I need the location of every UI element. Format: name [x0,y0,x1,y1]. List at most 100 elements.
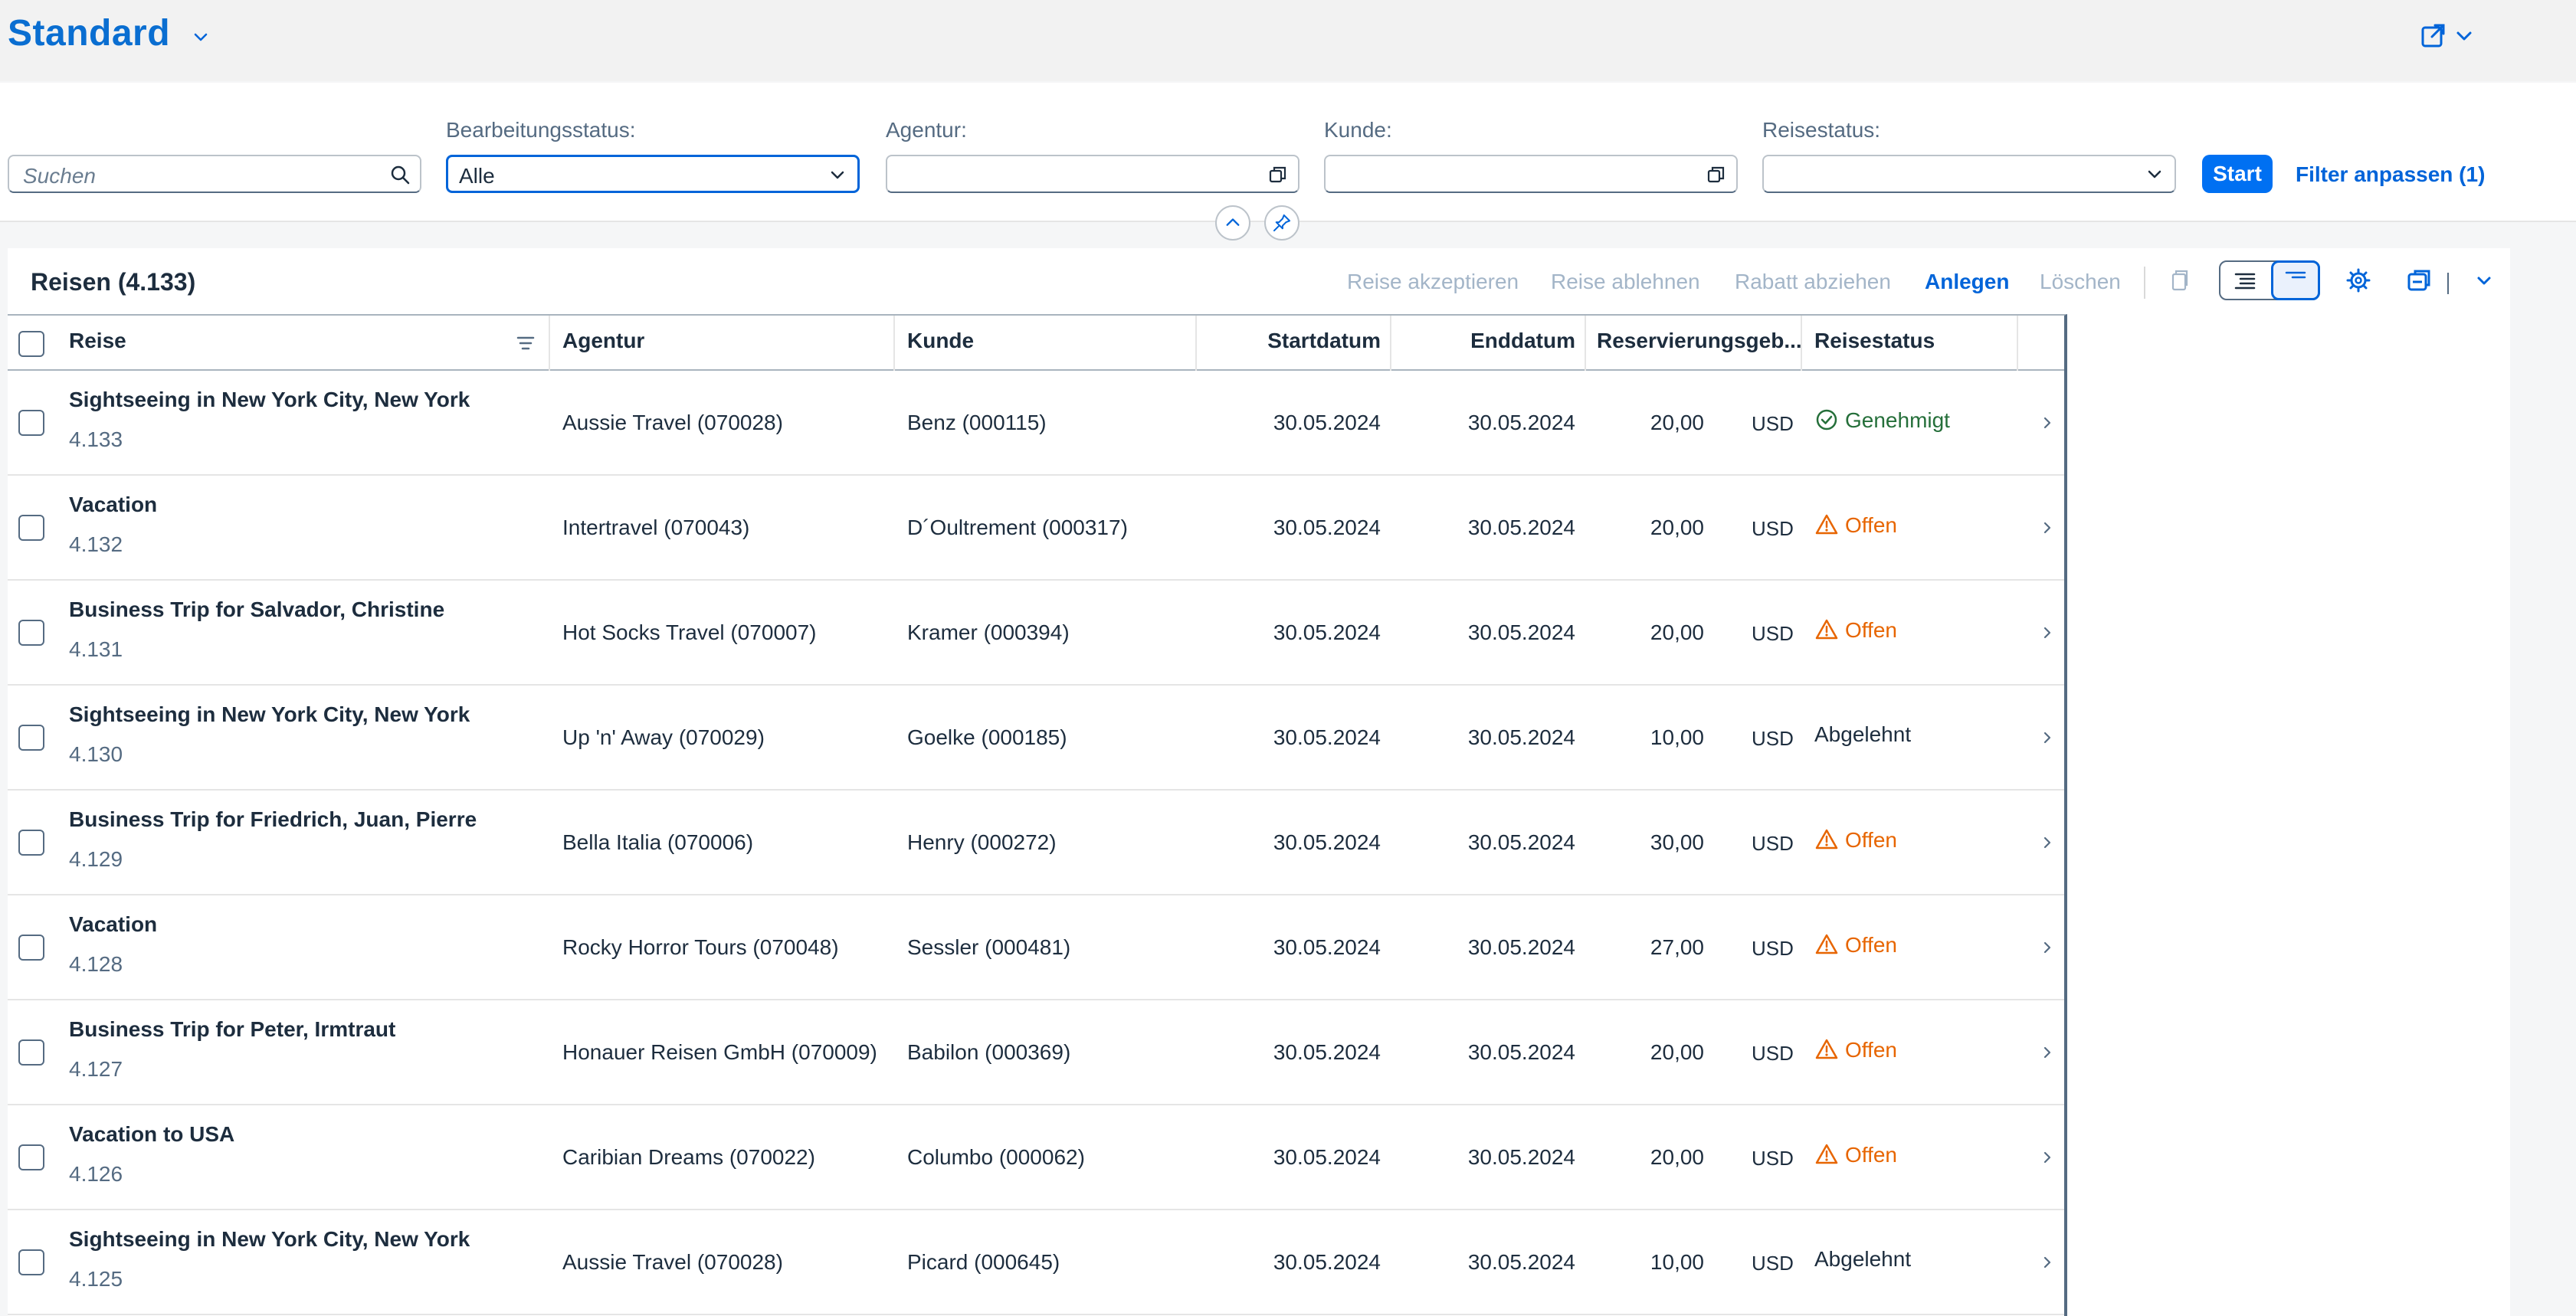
chevron-right-icon[interactable] [2038,937,2057,958]
chevron-down-icon[interactable] [190,26,211,47]
column-header-kunde[interactable]: Kunde [907,329,975,352]
warning-icon [1815,619,1838,640]
value-help-icon[interactable] [1706,164,1727,185]
travel-title: Business Trip for Salvador, Christine [69,597,445,621]
variant-title[interactable]: Standard [8,13,171,54]
travel-title: Sightseeing in New York City, New York [69,1227,470,1251]
row-checkbox[interactable] [18,935,44,961]
reject-travel-button[interactable]: Reise ablehnen [1551,270,1700,293]
chevron-right-icon[interactable] [2038,1147,2057,1168]
column-separator [1195,316,1197,371]
chevron-right-icon[interactable] [2038,727,2057,748]
fee-cell: 27,00 [1650,935,1704,959]
accept-travel-button[interactable]: Reise akzeptieren [1347,270,1519,293]
table-row[interactable]: Vacation 4.132 Intertravel (070043) D´Oultr… [8,476,2064,581]
table-row[interactable]: Business Trip for Peter, Irmtraut 4.127 Ho… [8,1000,2064,1105]
row-checkbox[interactable] [18,1249,44,1275]
row-checkbox[interactable] [18,410,44,436]
chevron-right-icon[interactable] [2038,412,2057,434]
agency-field[interactable] [886,155,1299,193]
customer-cell: Babilon (000369) [907,1040,1071,1064]
search-icon[interactable] [389,164,411,185]
settings-icon[interactable] [2343,265,2374,296]
delete-button[interactable]: Löschen [2040,270,2121,293]
row-checkbox[interactable] [18,725,44,751]
customer-cell: Benz (000115) [907,411,1047,434]
start-date-cell: 30.05.2024 [1273,725,1381,749]
column-header-agentur[interactable]: Agentur [562,329,645,352]
table-row[interactable]: Sightseeing in New York City, New York 4.… [8,371,2064,476]
fee-cell: 10,00 [1650,725,1704,749]
column-header-reservierungsgebuehr[interactable]: Reservierungsgeb... [1597,329,1802,352]
table-row[interactable]: Business Trip for Salvador, Christine 4.1… [8,581,2064,686]
table-row[interactable]: Vacation to USA 4.126 Caribian Dreams (070… [8,1105,2064,1210]
sort-icon[interactable] [513,331,538,355]
start-button[interactable]: Start [2202,155,2273,193]
adapt-filters-button[interactable]: Filter anpassen (1) [2296,162,2486,186]
warning-icon [1815,934,1838,954]
chevron-right-icon[interactable] [2038,1042,2057,1063]
customer-cell: Henry (000272) [907,830,1057,854]
pin-icon[interactable] [1264,205,1299,241]
fee-cell: 30,00 [1650,830,1704,854]
check-circle-icon [1816,409,1837,430]
status-label: Offen [1845,618,1897,642]
table-header-row: Reise Agentur Kunde Startdatum Enddatum … [8,316,2064,371]
table-row[interactable]: Sightseeing in New York City, New York 4.… [8,686,2064,791]
tree-view-icon[interactable] [2230,265,2260,296]
copy-icon[interactable] [2164,265,2194,296]
deduct-discount-button[interactable]: Rabatt abziehen [1735,270,1891,293]
row-checkbox[interactable] [18,515,44,541]
status-label: Offen [1845,828,1897,852]
column-header-reisestatus[interactable]: Reisestatus [1814,329,1935,352]
export-icon[interactable] [2404,265,2435,296]
table-row[interactable]: Vacation 4.128 Rocky Horror Tours (070048)… [8,895,2064,1000]
travel-id: 4.127 [69,1057,123,1081]
row-checkbox[interactable] [18,830,44,856]
agency-cell: Intertravel (070043) [562,516,750,539]
travel-id: 4.131 [69,637,123,661]
row-checkbox[interactable] [18,620,44,646]
status-badge: Abgelehnt [1814,722,1911,753]
customer-label: Kunde: [1324,118,1392,142]
travel-id: 4.125 [69,1267,123,1291]
collapse-header-icon[interactable] [1215,205,1250,241]
start-date-cell: 30.05.2024 [1273,516,1381,539]
travel-status-select[interactable] [1762,155,2176,193]
travel-id: 4.132 [69,532,123,556]
select-all-checkbox[interactable] [18,331,44,357]
value-help-icon[interactable] [1267,164,1289,185]
customer-cell: Goelke (000185) [907,725,1067,749]
status-label: Abgelehnt [1814,722,1912,746]
page-header: Standard [0,0,2576,81]
search-input[interactable]: Suchen [8,155,421,193]
edit-status-select[interactable]: Alle [446,155,860,193]
chevron-right-icon[interactable] [2038,517,2057,539]
fee-cell: 20,00 [1650,1145,1704,1169]
column-header-reise[interactable]: Reise [69,329,126,352]
agency-cell: Rocky Horror Tours (070048) [562,935,839,959]
share-icon[interactable] [2418,21,2479,52]
row-checkbox[interactable] [18,1144,44,1170]
chevron-right-icon[interactable] [2038,1252,2057,1273]
chevron-right-icon[interactable] [2038,622,2057,643]
chevron-right-icon[interactable] [2038,832,2057,853]
fee-cell: 10,00 [1650,1250,1704,1274]
status-label: Genehmigt [1845,408,1950,432]
column-header-startdatum[interactable]: Startdatum [1267,329,1381,352]
currency-cell: USD [1752,1252,1794,1275]
currency-cell: USD [1752,517,1794,540]
column-header-enddatum[interactable]: Enddatum [1470,329,1575,352]
collapse-rows-icon[interactable] [2280,265,2311,296]
table-row[interactable]: Sightseeing in New York City, New York 4.… [8,1210,2064,1315]
row-checkbox[interactable] [18,1039,44,1066]
column-separator [549,316,550,371]
start-date-cell: 30.05.2024 [1273,1145,1381,1169]
chevron-down-icon[interactable] [2469,265,2499,296]
flat-view-toggle[interactable] [2271,260,2320,300]
create-button[interactable]: Anlegen [1925,270,2010,293]
table-row[interactable]: Business Trip for Friedrich, Juan, Pierr… [8,791,2064,895]
customer-field[interactable] [1324,155,1738,193]
currency-cell: USD [1752,412,1794,435]
search-placeholder: Suchen [23,164,96,188]
